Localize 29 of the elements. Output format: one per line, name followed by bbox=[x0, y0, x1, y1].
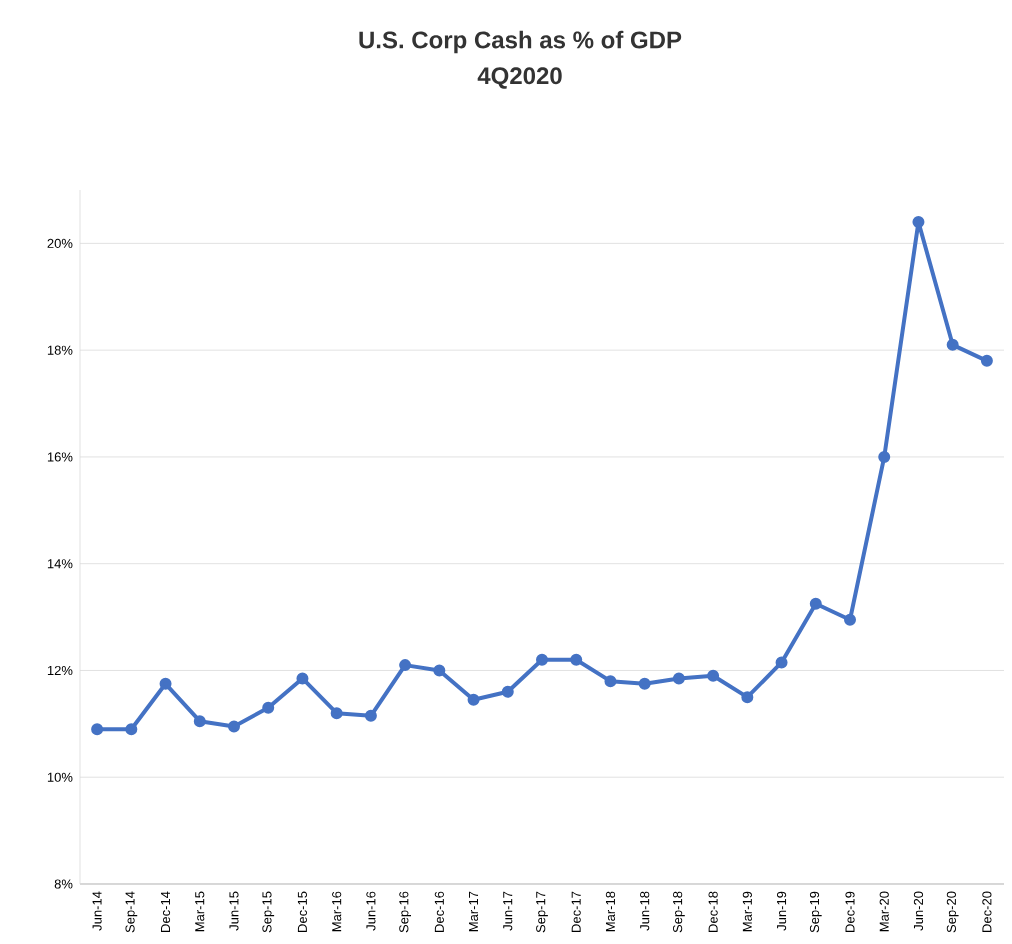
point bbox=[536, 653, 549, 666]
point bbox=[809, 597, 822, 610]
point bbox=[912, 216, 925, 229]
point bbox=[604, 675, 617, 688]
point bbox=[741, 691, 754, 704]
point bbox=[638, 677, 651, 690]
point bbox=[330, 707, 343, 720]
point bbox=[364, 709, 377, 722]
point bbox=[707, 669, 720, 682]
point bbox=[672, 672, 685, 685]
point bbox=[775, 656, 788, 669]
point bbox=[399, 659, 412, 672]
point bbox=[570, 653, 583, 666]
point bbox=[91, 723, 104, 736]
chart-title: U.S. Corp Cash as % of GDP bbox=[359, 30, 682, 54]
point bbox=[193, 715, 206, 728]
point bbox=[433, 664, 446, 677]
point bbox=[296, 672, 309, 685]
point bbox=[980, 354, 993, 367]
point bbox=[946, 338, 959, 351]
point bbox=[501, 685, 514, 698]
chart-subtitle: 4Q2020 bbox=[477, 67, 562, 89]
point bbox=[228, 720, 240, 733]
point bbox=[125, 723, 138, 736]
point bbox=[844, 613, 857, 626]
point bbox=[262, 701, 275, 714]
point bbox=[878, 450, 891, 463]
point bbox=[159, 677, 172, 690]
point bbox=[467, 693, 480, 706]
